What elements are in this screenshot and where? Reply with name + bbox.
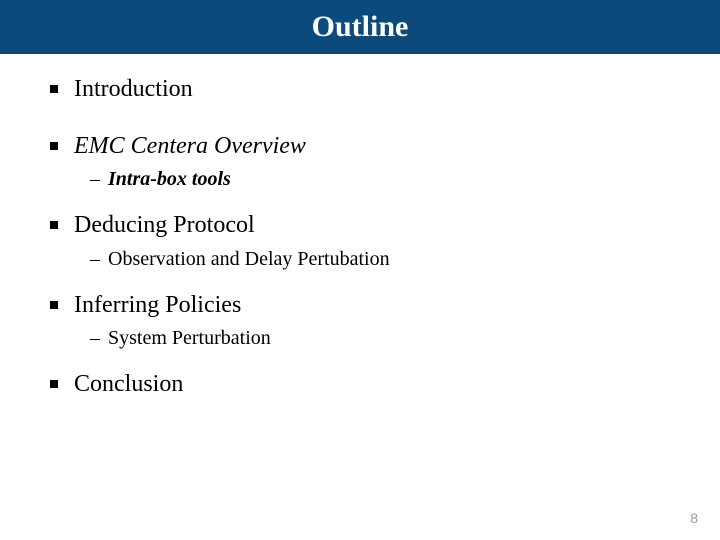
spacer bbox=[50, 109, 670, 131]
outline-sub-item-label: Observation and Delay Pertubation bbox=[108, 246, 390, 272]
outline-sub-item-label: System Perturbation bbox=[108, 325, 271, 351]
bullet-icon bbox=[50, 221, 58, 229]
outline-item: Introduction bbox=[50, 74, 670, 105]
outline-item: Conclusion bbox=[50, 369, 670, 400]
bullet-icon bbox=[50, 142, 58, 150]
bullet-icon bbox=[50, 85, 58, 93]
outline-sub-item-label: Intra-box tools bbox=[108, 166, 231, 192]
slide-header: Outline bbox=[0, 0, 720, 54]
bullet-icon bbox=[50, 301, 58, 309]
outline-item: Inferring Policies bbox=[50, 290, 670, 321]
outline-item-label: EMC Centera Overview bbox=[74, 131, 306, 162]
outline-item-label: Introduction bbox=[74, 74, 193, 105]
outline-item: EMC Centera Overview bbox=[50, 131, 670, 162]
outline-item-label: Inferring Policies bbox=[74, 290, 241, 321]
outline-sub-item: – Observation and Delay Pertubation bbox=[90, 246, 670, 272]
outline-sub-item: – System Perturbation bbox=[90, 325, 670, 351]
slide-content: Introduction EMC Centera Overview – Intr… bbox=[0, 54, 720, 400]
page-number: 8 bbox=[690, 510, 698, 526]
dash-icon: – bbox=[90, 325, 100, 351]
dash-icon: – bbox=[90, 246, 100, 272]
outline-item-label: Deducing Protocol bbox=[74, 210, 255, 241]
outline-sub-item: – Intra-box tools bbox=[90, 166, 670, 192]
outline-item: Deducing Protocol bbox=[50, 210, 670, 241]
outline-item-label: Conclusion bbox=[74, 369, 183, 400]
slide-title: Outline bbox=[312, 10, 409, 44]
bullet-icon bbox=[50, 380, 58, 388]
dash-icon: – bbox=[90, 166, 100, 192]
